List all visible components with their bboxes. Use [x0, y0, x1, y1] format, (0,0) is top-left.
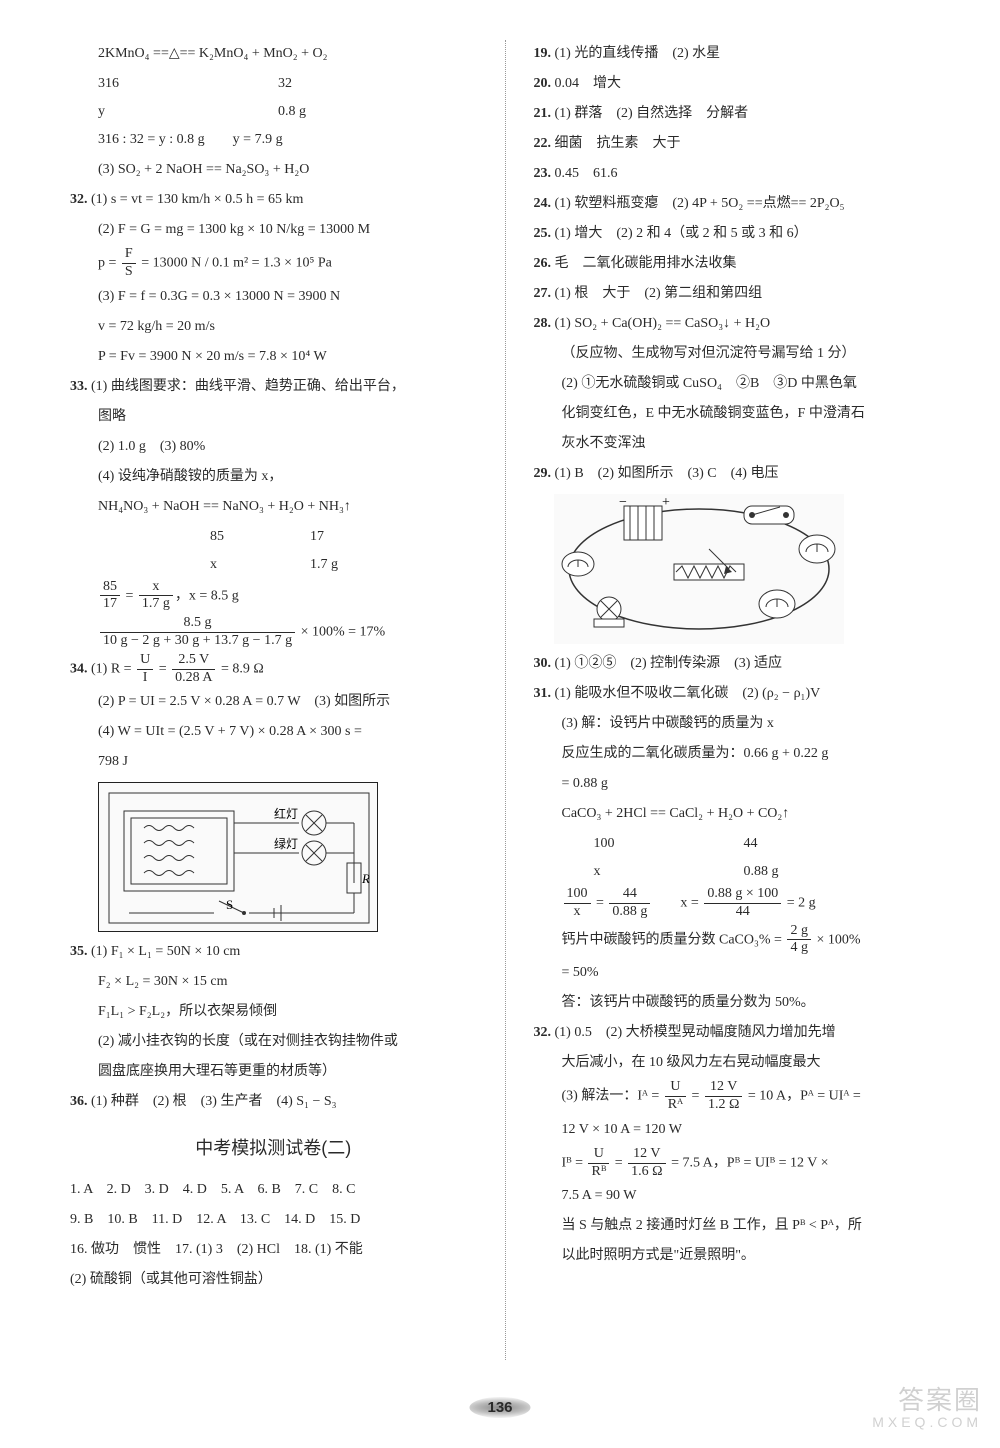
label-red: 红灯 [274, 806, 298, 821]
right-column: 19. (1) 光的直线传播 (2) 水星 20. 0.04 增大 21. (1… [534, 40, 941, 1360]
equation: NH₄NO₃ + NaOH == NaNO₃ + H₂O + NH₃↑ [70, 493, 477, 521]
stoich-row: 10044 [534, 830, 941, 858]
page-number: 136 [469, 1397, 530, 1418]
text: (4) 设纯净硝酸铵的质量为 x， [70, 463, 477, 491]
q35: 35. (1) F₁ × L₁ = 50N × 10 cm [70, 938, 477, 966]
svg-text:R: R [361, 871, 370, 886]
text: (3) 解：设钙片中碳酸钙的质量为 x [534, 710, 941, 738]
stoich-row: x1.7 g [70, 551, 477, 579]
q29: 29. (1) B (2) 如图所示 (3) C (4) 电压 [534, 460, 941, 488]
q26: 26. 毛 二氧化碳能用排水法收集 [534, 250, 941, 278]
mc-answers: 1. A 2. D 3. D 4. D 5. A 6. B 7. C 8. C [70, 1176, 477, 1204]
q22: 22. 细菌 抗生素 大于 [534, 130, 941, 158]
text: F₂ × L₂ = 30N × 15 cm [70, 968, 477, 996]
text: 以此时照明方式是"近景照明"。 [534, 1242, 941, 1270]
section-title: 中考模拟测试卷(二) [70, 1130, 477, 1166]
text: (2) 减小挂衣钩的长度（或在对侧挂衣钩挂物件或 [70, 1028, 477, 1056]
q32: 32. (1) s = vt = 130 km/h × 0.5 h = 65 k… [70, 186, 477, 214]
equation: CaCO₃ + 2HCl == CaCl₂ + H₂O + CO₂↑ [534, 800, 941, 828]
text: = 50% [534, 959, 941, 987]
text: 图略 [70, 403, 477, 431]
q36: 36. (1) 种群 (2) 根 (3) 生产者 (4) S₁ − S₃ [70, 1088, 477, 1116]
stoich-row: 8517 [70, 523, 477, 551]
mc-answers: 16. 做功 惯性 17. (1) 3 (2) HCl 18. (1) 不能 [70, 1236, 477, 1264]
text: P = Fv = 3900 N × 20 m/s = 7.8 × 10⁴ W [70, 343, 477, 371]
equation: 100x = 440.88 g x = 0.88 g × 10044 = 2 g [534, 886, 941, 921]
text: 圆盘底座换用大理石等更重的材质等） [70, 1058, 477, 1086]
equation: 8517 = x1.7 g，x = 8.5 g [70, 579, 477, 614]
text: (3) F = f = 0.3G = 0.3 × 13000 N = 3900 … [70, 283, 477, 311]
text: （反应物、生成物写对但沉淀符号漏写给 1 分） [534, 340, 941, 368]
text: F₁L₁ > F₂L₂，所以衣架易倾倒 [70, 998, 477, 1026]
label-green: 绿灯 [274, 836, 298, 851]
q33: 33. (1) 曲线图要求：曲线平滑、趋势正确、给出平台， [70, 373, 477, 401]
q28: 28. (1) SO₂ + Ca(OH)₂ == CaSO₃↓ + H₂O [534, 310, 941, 338]
q32r: 32. (1) 0.5 (2) 大桥模型晃动幅度随风力增加先增 [534, 1019, 941, 1047]
text: 7.5 A = 90 W [534, 1182, 941, 1210]
text: v = 72 kg/h = 20 m/s [70, 313, 477, 341]
equation: 8.5 g10 g − 2 g + 30 g + 13.7 g − 1.7 g … [70, 615, 477, 650]
text: (2) 1.0 g (3) 80% [70, 433, 477, 461]
text: = 0.88 g [534, 770, 941, 798]
watermark: 答案圈 MXEQ.COM [872, 1386, 982, 1430]
q23: 23. 0.45 61.6 [534, 160, 941, 188]
text: 大后减小，在 10 级风力左右晃动幅度最大 [534, 1049, 941, 1077]
text: (2) ①无水硫酸铜或 CuSO₄ ②B ③D 中黑色氧 [534, 370, 941, 398]
equation: (3) SO₂ + 2 NaOH == Na₂SO₃ + H₂O [70, 156, 477, 184]
column-divider [505, 40, 506, 1360]
svg-text:−: − [619, 495, 627, 510]
equation: Iᴮ = URᴮ = 12 V1.6 Ω = 7.5 A，Pᴮ = UIᴮ = … [534, 1146, 941, 1181]
text: 当 S 与触点 2 接通时灯丝 B 工作，且 Pᴮ < Pᴬ，所 [534, 1212, 941, 1240]
q19: 19. (1) 光的直线传播 (2) 水星 [534, 40, 941, 68]
q31: 31. (1) 能吸水但不吸收二氧化碳 (2) (ρ₂ − ρ₁)V [534, 680, 941, 708]
equation: p = FS = 13000 N / 0.1 m² = 1.3 × 10⁵ Pa [70, 246, 477, 281]
text: 化铜变红色，E 中无水硫酸铜变蓝色，F 中澄清石 [534, 400, 941, 428]
text: 反应生成的二氧化碳质量为：0.66 g + 0.22 g [534, 740, 941, 768]
mc-answers: (2) 硫酸铜（或其他可溶性铜盐） [70, 1266, 477, 1294]
svg-text:S: S [226, 897, 233, 912]
text: 灰水不变浑浊 [534, 430, 941, 458]
stoich-row: x0.88 g [534, 858, 941, 886]
stoich-row: 31632 [70, 70, 477, 98]
svg-text:+: + [662, 495, 670, 510]
equation: (3) 解法一：Iᴬ = URᴬ = 12 V1.2 Ω = 10 A，Pᴬ =… [534, 1079, 941, 1114]
equation: 2KMnO₄ ==△== K₂MnO₄ + MnO₂ + O₂ [70, 40, 477, 68]
text: (2) P = UI = 2.5 V × 0.28 A = 0.7 W (3) … [70, 688, 477, 716]
circuit-diagram-2: −+ [554, 494, 844, 644]
q34: 34. (1) R = UI = 2.5 V0.28 A = 8.9 Ω [70, 652, 477, 687]
q27: 27. (1) 根 大于 (2) 第二组和第四组 [534, 280, 941, 308]
q30: 30. (1) ①②⑤ (2) 控制传染源 (3) 适应 [534, 650, 941, 678]
text: 答：该钙片中碳酸钙的质量分数为 50%。 [534, 989, 941, 1017]
q21: 21. (1) 群落 (2) 自然选择 分解者 [534, 100, 941, 128]
equation: 钙片中碳酸钙的质量分数 CaCO₃% = 2 g4 g × 100% [534, 923, 941, 958]
text: (4) W = UIt = (2.5 V + 7 V) × 0.28 A × 3… [70, 718, 477, 746]
text: 798 J [70, 748, 477, 776]
text: 12 V × 10 A = 120 W [534, 1116, 941, 1144]
q24: 24. (1) 软塑料瓶变瘪 (2) 4P + 5O₂ ==点燃== 2P₂O₅ [534, 190, 941, 218]
mc-answers: 9. B 10. B 11. D 12. A 13. C 14. D 15. D [70, 1206, 477, 1234]
text: 316 : 32 = y : 0.8 g y = 7.9 g [70, 126, 477, 154]
circuit-diagram-1: 红灯 绿灯 R S [98, 782, 378, 932]
text: (2) F = G = mg = 1300 kg × 10 N/kg = 130… [70, 216, 477, 244]
q25: 25. (1) 增大 (2) 2 和 4（或 2 和 5 或 3 和 6） [534, 220, 941, 248]
stoich-row: y0.8 g [70, 98, 477, 126]
left-column: 2KMnO₄ ==△== K₂MnO₄ + MnO₂ + O₂ 31632 y0… [70, 40, 477, 1360]
q20: 20. 0.04 增大 [534, 70, 941, 98]
